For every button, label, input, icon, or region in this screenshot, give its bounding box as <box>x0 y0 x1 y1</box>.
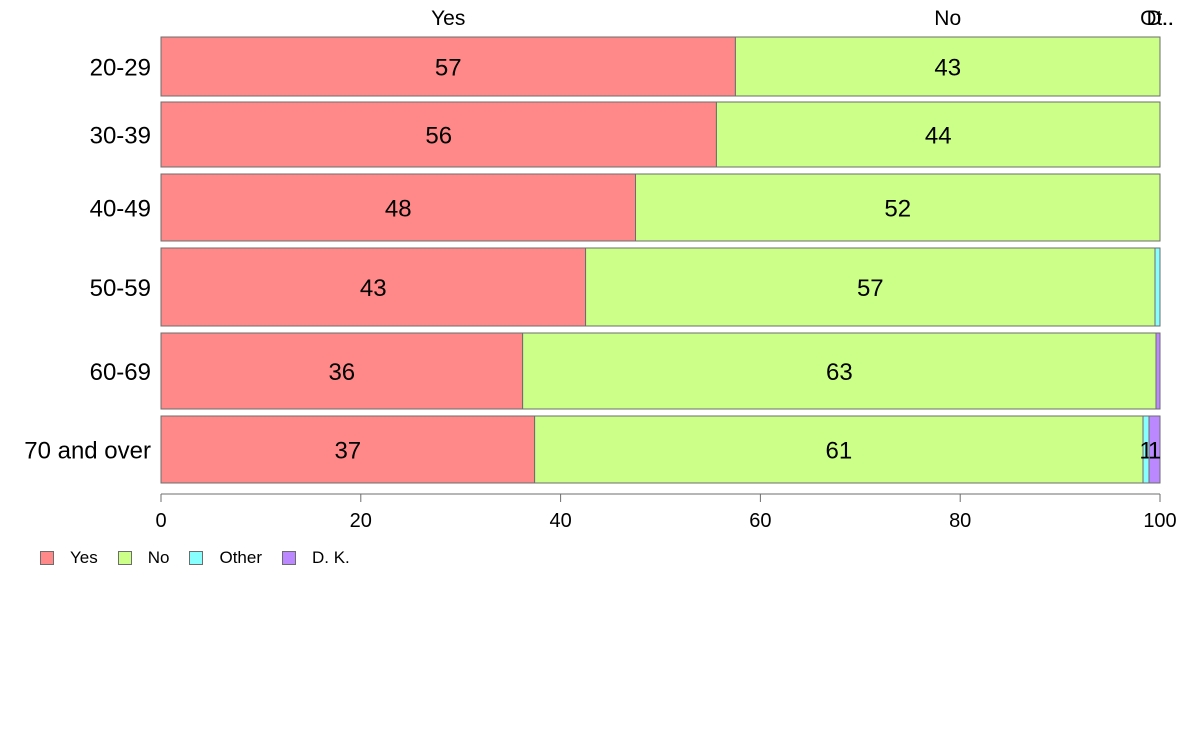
legend-swatch-yes <box>40 551 54 565</box>
bar-70-and-over-d-k <box>1148 415 1161 484</box>
x-tick-label-80: 80 <box>949 510 971 532</box>
category-label-60-69: 60-69 <box>90 359 151 386</box>
x-tick-label-60: 60 <box>749 510 771 532</box>
data-label-50-59-yes: 43 <box>360 275 387 302</box>
bar-40-49-no <box>635 173 1161 242</box>
legend-swatch-no <box>117 551 132 565</box>
top-label-other: Ot.. <box>1140 7 1174 30</box>
legend-swatch-dk <box>282 551 296 565</box>
top-label-d-k: D.. <box>1147 7 1174 30</box>
bar-70-and-over-no <box>534 415 1144 484</box>
data-label-40-49-yes: 48 <box>385 196 412 223</box>
legend-item-dk: D. K. <box>282 548 350 568</box>
bar-60-69-no <box>522 332 1157 410</box>
legend-label-yes: Yes <box>70 548 98 567</box>
bar-50-59-other <box>1154 247 1161 327</box>
legend-item-yes: Yes <box>40 548 98 568</box>
x-tick-label-0: 0 <box>155 510 166 532</box>
bar-30-39-no <box>715 101 1161 168</box>
bar-40-49-yes <box>160 173 637 242</box>
legend-label-other: Other <box>219 548 262 567</box>
data-label-70-and-over-yes: 37 <box>334 438 361 465</box>
data-label-50-59-no: 57 <box>857 275 884 302</box>
category-label-70-and-over: 70 and over <box>24 438 151 465</box>
top-label-no: No <box>934 7 961 30</box>
x-tick-label-20: 20 <box>350 510 372 532</box>
legend-item-no: No <box>117 548 170 568</box>
data-label-30-39-no: 44 <box>925 123 952 150</box>
chart-legend: Yes No Other D. K. <box>40 548 370 568</box>
bar-20-29-no <box>734 36 1161 97</box>
bar-20-29-yes <box>160 36 736 97</box>
x-tick-label-40: 40 <box>549 510 571 532</box>
data-label-60-69-yes: 36 <box>328 359 355 386</box>
x-tick-label-100: 100 <box>1143 510 1176 532</box>
bar-50-59-yes <box>160 247 587 327</box>
legend-label-dk: D. K. <box>312 548 350 567</box>
legend-item-other: Other <box>189 548 262 568</box>
data-label-20-29-no: 43 <box>934 55 961 82</box>
legend-label-no: No <box>147 548 170 567</box>
data-label-40-49-no: 52 <box>884 196 911 223</box>
bar-50-59-no <box>585 247 1156 327</box>
data-label-30-39-yes: 56 <box>425 123 452 150</box>
category-label-50-59: 50-59 <box>90 275 151 302</box>
top-label-yes: Yes <box>431 7 465 30</box>
legend-swatch-other <box>189 551 204 565</box>
category-label-30-39: 30-39 <box>90 123 151 150</box>
bar-60-69-d-k <box>1155 332 1161 410</box>
category-label-40-49: 40-49 <box>90 196 151 223</box>
bar-60-69-yes <box>160 332 524 410</box>
data-label-20-29-yes: 57 <box>435 55 462 82</box>
bar-30-39-yes <box>160 101 717 168</box>
data-label-60-69-no: 63 <box>826 359 853 386</box>
data-label-70-and-over-d-k: 1 <box>1148 438 1161 465</box>
category-label-20-29: 20-29 <box>90 55 151 82</box>
data-label-70-and-over-no: 61 <box>825 438 852 465</box>
